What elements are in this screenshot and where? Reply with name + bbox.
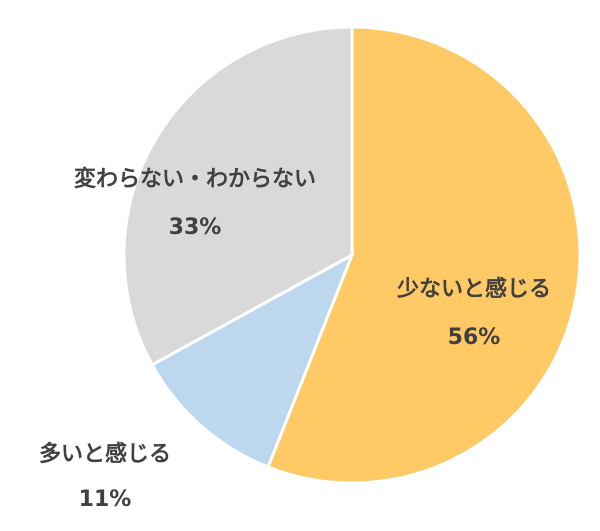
value-label: 56%	[448, 325, 501, 350]
slice-label: 変わらない・わからない	[74, 166, 316, 192]
slice-label: 多いと感じる	[39, 441, 171, 467]
pie-slice	[122, 25, 354, 367]
value-label: 33%	[169, 215, 222, 240]
pie-slice	[266, 25, 582, 485]
value-label: 11%	[79, 487, 132, 512]
pie-slice	[150, 251, 355, 469]
slice-label: 少ないと感じる	[396, 276, 551, 302]
